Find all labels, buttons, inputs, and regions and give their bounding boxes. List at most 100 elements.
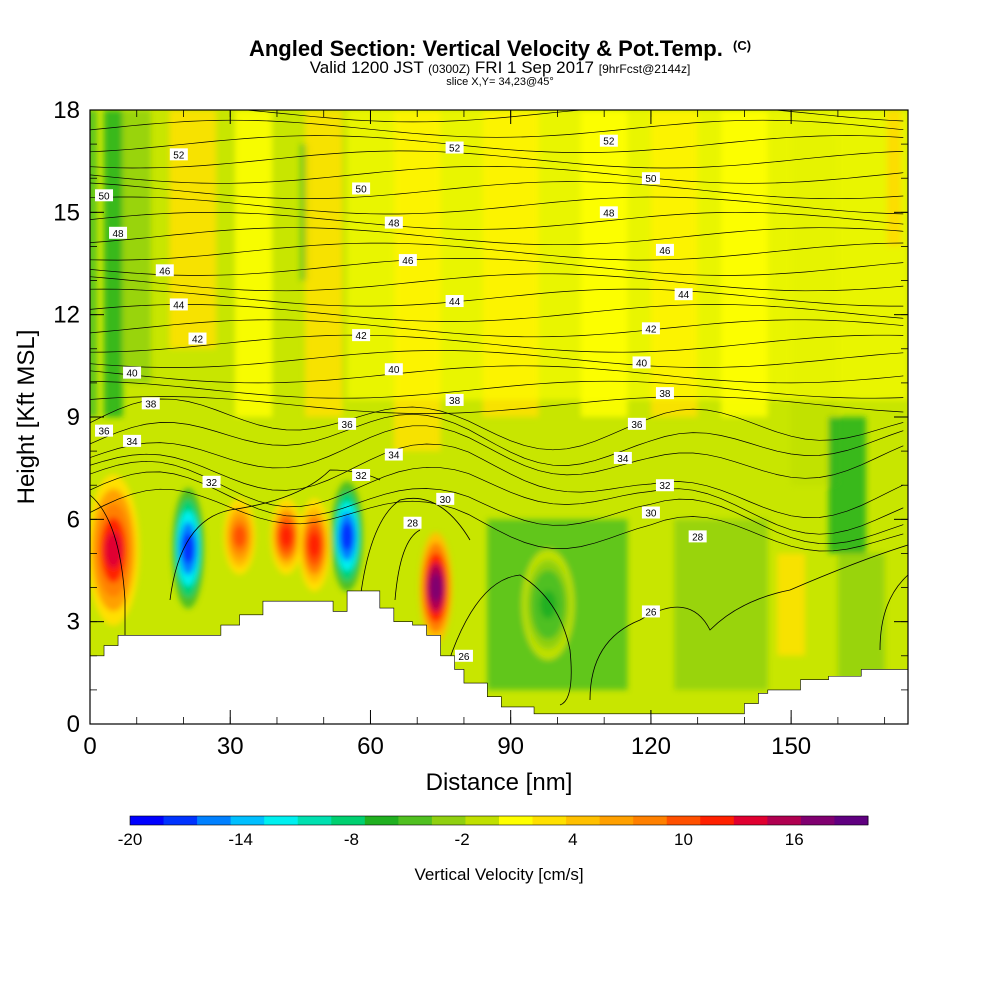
isentrope-label-25: 36 (342, 420, 354, 431)
isentrope-label-bg-9 (155, 264, 174, 277)
subtitle-forecast: [9hrFcst@2144z] (598, 62, 691, 76)
isentrope-line-4 (90, 425, 904, 479)
isentrope-labels: 52 52 52 50 50 50 48 48 48 46 46 46 44 44 44 42 42 42 40 40… (95, 134, 707, 663)
y-tick-label-5: 15 (53, 199, 80, 226)
colorbar-swatch-17 (700, 816, 735, 825)
colorbar-swatch-14 (599, 816, 634, 825)
isentrope-label-bg-21 (141, 397, 160, 410)
isentrope-label-bg-28 (384, 448, 403, 461)
isentrope-line-21 (90, 181, 904, 200)
isentrope-label-bg-13 (445, 295, 464, 308)
isentrope-low-4 (439, 574, 572, 706)
velocity-cell-7-4 (539, 590, 557, 619)
colorbar-swatch-6 (331, 816, 366, 825)
isentrope-label-bg-37 (454, 649, 473, 662)
colorbar-tick-label-3: -2 (455, 830, 470, 849)
colorbar-tick-label-4: 4 (568, 830, 577, 849)
colorbar-swatch-10 (465, 816, 500, 825)
y-tick-label-2: 6 (67, 506, 80, 533)
colorbar-swatch-0 (130, 816, 165, 825)
isentrope-label-bg-35 (403, 516, 422, 529)
isentrope-label-bg-3 (95, 189, 114, 202)
isentrope-line-10 (90, 350, 904, 368)
field-cell-16 (674, 519, 768, 690)
colorbar-swatch-8 (398, 816, 433, 825)
isentrope-label-34: 30 (645, 509, 657, 520)
isentrope-label-31: 32 (356, 471, 368, 482)
isentrope-label-30: 32 (206, 478, 218, 489)
colorbar-swatch-15 (633, 816, 668, 825)
isentrope-label-bg-20 (632, 356, 651, 369)
isentrope-label-33: 30 (440, 495, 452, 506)
isentrope-line-7 (90, 396, 904, 414)
isentrope-label-bg-16 (352, 329, 371, 342)
x-tick-label-0: 0 (83, 733, 96, 760)
isentrope-low-0 (90, 494, 126, 650)
isentrope-label-bg-31 (352, 468, 371, 481)
colorbar-swatch-16 (666, 816, 701, 825)
isentropes (90, 110, 908, 706)
velocity-cell-1-4 (181, 533, 195, 564)
isentrope-label-10: 46 (402, 256, 414, 267)
x-tick-label-3: 90 (497, 733, 524, 760)
colorbar-label: Vertical Velocity [cm/s] (414, 865, 583, 884)
colorbar-swatch-3 (230, 816, 265, 825)
isentrope-line-12 (90, 319, 904, 338)
colorbar-swatch-21 (834, 816, 869, 825)
chart-title: Angled Section: Vertical Velocity & Pot.… (0, 36, 1000, 62)
subtitle-utc: (0300Z) (428, 62, 471, 76)
isentrope-label-21: 38 (145, 399, 157, 410)
isentrope-label-bg-0 (169, 148, 188, 161)
terrain (90, 590, 908, 724)
isentrope-label-32: 32 (659, 481, 671, 492)
isentrope-label-bg-6 (109, 226, 128, 239)
colorbar-swatch-4 (264, 816, 299, 825)
isentrope-line-26 (242, 110, 904, 123)
isentrope-label-bg-17 (641, 322, 660, 335)
isentrope-line-9 (90, 365, 904, 384)
colorbar-swatch-19 (767, 816, 802, 825)
y-tick-label-3: 9 (67, 404, 80, 431)
isentrope-label-16: 42 (356, 331, 368, 342)
isentrope-label-9: 46 (159, 266, 171, 277)
isentrope-label-bg-38 (641, 605, 660, 618)
field-cell-2 (122, 110, 151, 383)
isentrope-label-38: 26 (645, 607, 657, 618)
isentrope-label-6: 48 (112, 229, 124, 240)
plot-area: 52 52 52 50 50 50 48 48 48 46 46 46 44 44 44 42 42 42 40 40… (90, 110, 908, 724)
isentrope-label-bg-5 (641, 172, 660, 185)
isentrope-line-2 (90, 460, 904, 535)
isentrope-low-1 (169, 469, 381, 601)
colorbar-swatch-20 (800, 816, 835, 825)
y-tick-label-1: 3 (67, 609, 80, 636)
isentrope-line-11 (90, 334, 904, 353)
x-axis-label: Distance [nm] (426, 769, 573, 796)
isentrope-line-24 (90, 135, 904, 153)
isentrope-label-bg-29 (613, 451, 632, 464)
velocity-cell-4-4 (307, 532, 321, 558)
field-cell-4 (234, 110, 273, 417)
isentrope-line-3 (90, 443, 904, 518)
x-tick-label-5: 150 (771, 733, 811, 760)
isentrope-label-26: 36 (631, 420, 643, 431)
field-band (347, 110, 908, 400)
y-tick-label-0: 0 (67, 711, 80, 738)
x-tick-label-4: 120 (631, 733, 671, 760)
isentrope-label-bg-7 (384, 216, 403, 229)
isentrope-label-17: 42 (645, 324, 657, 335)
isentrope-label-19: 40 (388, 365, 400, 376)
isentrope-label-bg-8 (599, 206, 618, 219)
isentrope-label-bg-11 (655, 243, 674, 256)
isentrope-low-3 (394, 529, 421, 601)
slice-info: slice X,Y= 34,23@45° (446, 76, 554, 88)
isentrope-label-bg-25 (338, 417, 357, 430)
colorbar: -20 -14 -8 -2 4 10 16 (118, 815, 869, 849)
title-text: Angled Section: Vertical Velocity & Pot.… (248, 36, 723, 61)
isentrope-label-36: 28 (692, 532, 704, 543)
isentrope-label-8: 48 (603, 208, 615, 219)
colorbar-tick-label-5: 10 (674, 830, 693, 849)
velocity-cell-6-4 (429, 573, 443, 602)
isentrope-line-19 (90, 211, 904, 230)
colorbar-swatch-5 (297, 816, 332, 825)
